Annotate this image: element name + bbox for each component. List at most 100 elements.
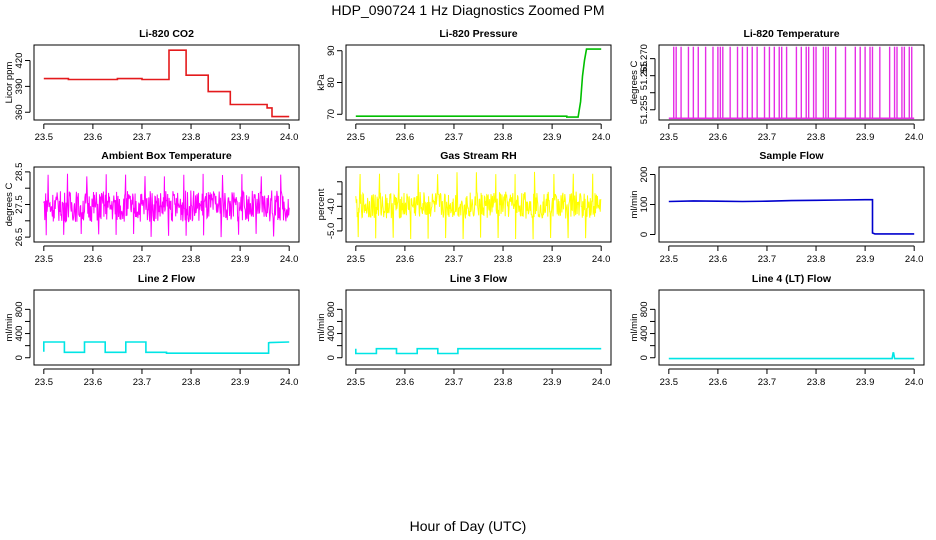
- x-tick-label: 23.5: [660, 254, 679, 265]
- x-tick-label: 23.8: [807, 132, 826, 143]
- y-axis-label: ml/min: [4, 314, 15, 342]
- x-tick-label: 23.5: [660, 377, 679, 388]
- y-tick-label: 28.5: [14, 163, 25, 182]
- x-tick-label: 24.0: [592, 377, 611, 388]
- x-tick-label: 23.6: [396, 132, 415, 143]
- data-line: [355, 48, 602, 118]
- y-tick-label: 0: [14, 355, 25, 360]
- plot-area: [668, 46, 915, 120]
- plot-frame: [33, 166, 300, 243]
- x-tick-label: 23.7: [445, 132, 464, 143]
- y-axis-label: kPa: [316, 74, 327, 91]
- x-tick-label: 23.7: [758, 132, 777, 143]
- x-tick-label: 23.8: [182, 254, 201, 265]
- panel-2: Li-820 Pressure 23.5 23.6 23.7 23.8 23.9 24.0 7…: [316, 28, 612, 143]
- x-tick-label: 23.7: [133, 132, 152, 143]
- y-tick-label: 51.265: [639, 61, 650, 90]
- x-tick-label: 23.6: [709, 254, 728, 265]
- x-tick-label: 24.0: [592, 132, 611, 143]
- data-line: [42, 341, 290, 355]
- x-tick-label: 23.5: [35, 132, 54, 143]
- x-tick-label: 23.8: [807, 254, 826, 265]
- x-tick-label: 23.9: [543, 377, 562, 388]
- y-tick-label: 400: [639, 326, 650, 342]
- y-tick-label: 800: [639, 301, 650, 317]
- panel-title: Li-820 CO2: [139, 28, 194, 40]
- x-tick-label: 23.8: [182, 132, 201, 143]
- page-title: HDP_090724 1 Hz Diagnostics Zoomed PM: [331, 2, 605, 18]
- data-line: [668, 198, 915, 235]
- x-tick-label: 23.7: [758, 254, 777, 265]
- panel-title: Line 2 Flow: [138, 273, 196, 285]
- x-tick-label: 23.7: [133, 377, 152, 388]
- x-tick-label: 23.8: [494, 254, 513, 265]
- x-tick-label: 23.5: [660, 132, 679, 143]
- y-tick-label: 0: [639, 355, 650, 360]
- x-tick-label: 23.6: [84, 132, 103, 143]
- panel-title: Gas Stream RH: [440, 150, 516, 162]
- x-tick-label: 23.6: [396, 254, 415, 265]
- panel-7: Line 2 Flow 23.5 23.6 23.7 23.8 23.9 24.0 0 400 8…: [4, 273, 300, 388]
- x-tick-label: 23.9: [856, 377, 875, 388]
- y-axis-label: degrees C: [4, 182, 15, 226]
- x-tick-label: 23.7: [133, 254, 152, 265]
- y-tick-label: 26.5: [14, 228, 25, 247]
- y-tick-label: 90: [326, 45, 337, 56]
- x-tick-label: 24.0: [280, 377, 299, 388]
- plot-frame: [658, 166, 925, 243]
- y-tick-label: 27.5: [14, 195, 25, 214]
- y-tick-label: 390: [14, 78, 25, 94]
- x-tick-label: 23.9: [856, 254, 875, 265]
- data-line: [354, 347, 602, 355]
- plot-frame: [658, 289, 925, 366]
- y-axis-label: percent: [316, 188, 327, 220]
- x-tick-label: 23.8: [182, 377, 201, 388]
- panel-title: Ambient Box Temperature: [101, 150, 232, 162]
- plot-frame: [33, 44, 300, 121]
- y-tick-label: 420: [14, 53, 25, 69]
- panel-9: Line 4 (LT) Flow 23.5 23.6 23.7 23.8 23.9 24.0…: [629, 273, 925, 388]
- plot-frame: [345, 289, 612, 366]
- x-tick-label: 24.0: [905, 254, 924, 265]
- plot-area: [42, 341, 290, 355]
- y-tick-label: 51.270: [639, 44, 650, 73]
- plot-frame: [33, 289, 300, 366]
- y-tick-label: -4.0: [326, 198, 337, 214]
- x-tick-label: 24.0: [905, 132, 924, 143]
- y-tick-label: 800: [14, 301, 25, 317]
- x-tick-label: 24.0: [905, 377, 924, 388]
- y-tick-label: -5.0: [326, 223, 337, 239]
- panel-4: Ambient Box Temperature 23.5 23.6 23.7 23.8 2…: [4, 150, 300, 265]
- y-axis-label: degrees C: [629, 60, 640, 104]
- panel-title: Li-820 Temperature: [743, 28, 839, 40]
- plot-area: [668, 198, 915, 235]
- x-tick-label: 24.0: [280, 132, 299, 143]
- x-tick-label: 23.5: [347, 254, 366, 265]
- x-tick-label: 23.7: [445, 254, 464, 265]
- x-tick-label: 23.9: [231, 254, 250, 265]
- x-tick-label: 23.5: [35, 254, 54, 265]
- plot-area: [355, 171, 602, 240]
- panel-8: Line 3 Flow 23.5 23.6 23.7 23.8 23.9 24.0 0 400 8…: [316, 273, 612, 388]
- y-tick-label: 360: [14, 104, 25, 120]
- y-tick-label: 80: [326, 77, 337, 88]
- x-tick-label: 24.0: [592, 254, 611, 265]
- y-tick-label: 70: [326, 109, 337, 120]
- panel-title: Sample Flow: [759, 150, 824, 162]
- panel-1: Li-820 CO2 23.5 23.6 23.7 23.8 23.9 24.0 360 390…: [4, 28, 300, 143]
- x-tick-label: 23.6: [709, 132, 728, 143]
- y-axis-label: ml/min: [629, 314, 640, 342]
- data-line: [668, 352, 915, 360]
- y-tick-label: 0: [639, 232, 650, 237]
- x-tick-label: 23.9: [543, 132, 562, 143]
- x-tick-label: 23.9: [231, 132, 250, 143]
- plot-area: [354, 347, 602, 355]
- x-tick-label: 23.9: [543, 254, 562, 265]
- plot-frame: [345, 166, 612, 243]
- panel-title: Line 4 (LT) Flow: [752, 273, 832, 285]
- x-tick-label: 23.9: [856, 132, 875, 143]
- panel-title: Li-820 Pressure: [439, 28, 517, 40]
- panel-3: Li-820 Temperature 23.5 23.6 23.7 23.8 23.9 24…: [629, 28, 925, 143]
- x-tick-label: 23.5: [347, 377, 366, 388]
- x-tick-label: 23.8: [807, 377, 826, 388]
